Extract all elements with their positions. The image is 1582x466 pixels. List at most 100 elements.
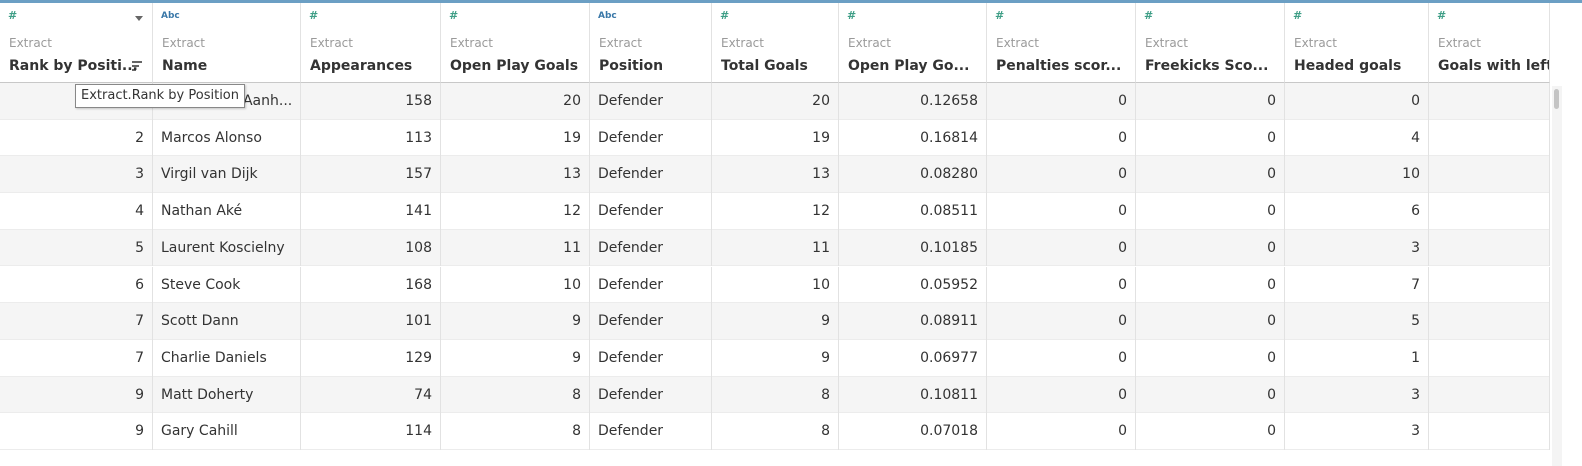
column-header[interactable]: Abc Extract Name	[153, 3, 301, 83]
header-icons[interactable]	[0, 3, 153, 83]
data-source: Extract	[599, 36, 642, 50]
table-cell: 0.08280	[839, 156, 987, 194]
table-cell: 20	[712, 83, 839, 120]
table-cell: 108	[301, 229, 441, 267]
column-header[interactable]: # Extract Open Play Goals	[441, 3, 590, 83]
table-cell: 9	[441, 303, 590, 340]
table-cell: 8	[441, 376, 590, 414]
table-cell: 0	[1136, 119, 1285, 157]
table-row	[0, 339, 1550, 377]
table-cell: 74	[301, 376, 441, 414]
table-cell: Matt Doherty	[153, 376, 301, 414]
table-cell: 0.16814	[839, 119, 987, 157]
column-header[interactable]: # Extract Goals with left...	[1429, 3, 1550, 83]
column-name: Open Play Go...	[848, 58, 970, 74]
table-cell: 2	[0, 119, 153, 157]
table-cell: 3	[1285, 413, 1429, 450]
table-cell: 0.08511	[839, 193, 987, 230]
table-cell: 0	[987, 376, 1136, 414]
type-icon: #	[449, 9, 459, 22]
table-cell: Defender	[590, 119, 712, 157]
table-cell: 5	[1285, 303, 1429, 340]
table-cell	[1429, 156, 1550, 194]
scrollbar[interactable]	[1552, 86, 1562, 466]
column-header[interactable]: Abc Extract Position	[590, 3, 712, 83]
type-icon: #	[1144, 9, 1154, 22]
table-cell: Defender	[590, 266, 712, 304]
column-header[interactable]: # Extract Appearances	[301, 3, 441, 83]
table-cell: 13	[712, 156, 839, 194]
table-cell: 19	[712, 119, 839, 157]
column-name: Headed goals	[1294, 58, 1402, 74]
table-cell: 0	[987, 229, 1136, 267]
table-cell: 0.10811	[839, 376, 987, 414]
table-cell: 101	[301, 303, 441, 340]
table-cell: 13	[441, 156, 590, 194]
table-cell: Gary Cahill	[153, 413, 301, 450]
column-name: Appearances	[310, 58, 413, 74]
table-cell: 0.05952	[839, 266, 987, 304]
table-cell: 0	[987, 193, 1136, 230]
column-header[interactable]: # Extract Rank by Positi...	[0, 3, 153, 83]
table-row	[0, 119, 1550, 157]
data-source: Extract	[450, 36, 493, 50]
table-row	[0, 303, 1550, 340]
scroll-thumb[interactable]	[1554, 89, 1559, 109]
table-cell: 114	[301, 413, 441, 450]
table-cell: 0	[1136, 303, 1285, 340]
column-header[interactable]: # Extract Total Goals	[712, 3, 839, 83]
table-cell: 0	[987, 83, 1136, 120]
type-icon: #	[1437, 9, 1447, 22]
table-cell: 11	[712, 229, 839, 267]
table-row	[0, 83, 1550, 120]
data-source: Extract	[162, 36, 205, 50]
table-cell: 10	[441, 266, 590, 304]
table-cell: 3	[0, 156, 153, 194]
sort-icon[interactable]	[132, 61, 142, 71]
table-cell: 7	[0, 339, 153, 377]
table-cell: 5	[0, 229, 153, 267]
table-cell: 10	[1285, 156, 1429, 194]
table-cell: Defender	[590, 229, 712, 267]
column-header[interactable]: # Extract Penalties scor...	[987, 3, 1136, 83]
table-cell: 0	[987, 156, 1136, 194]
table-cell: Scott Dann	[153, 303, 301, 340]
table-cell: Defender	[590, 193, 712, 230]
table-cell: Defender	[590, 303, 712, 340]
table-cell	[1429, 339, 1550, 377]
table-cell: 0	[1285, 83, 1429, 120]
table-cell: 0	[987, 339, 1136, 377]
table-cell: 0	[1136, 229, 1285, 267]
table-cell: 9	[441, 339, 590, 377]
data-source: Extract	[310, 36, 353, 50]
table-cell: 12	[712, 193, 839, 230]
table-cell: 6	[1285, 193, 1429, 230]
data-source: Extract	[9, 36, 52, 50]
table-cell: 141	[301, 193, 441, 230]
dropdown-arrow[interactable]	[135, 16, 143, 21]
table-cell: 9	[0, 413, 153, 450]
column-header[interactable]: # Extract Open Play Go...	[839, 3, 987, 83]
table-cell: 129	[301, 339, 441, 377]
table-cell	[1429, 413, 1550, 450]
table-cell: 7	[1285, 266, 1429, 304]
table-cell: Steve Cook	[153, 266, 301, 304]
table-cell: 8	[441, 413, 590, 450]
table-cell: 8	[712, 413, 839, 450]
table-cell: 0	[987, 303, 1136, 340]
table-cell: Defender	[590, 376, 712, 414]
column-header[interactable]: # Extract Freekicks Sco...	[1136, 3, 1285, 83]
table-row	[0, 229, 1550, 267]
table-cell: 6	[0, 266, 153, 304]
type-icon: #	[720, 9, 730, 22]
table-cell: 0	[1136, 376, 1285, 414]
table-row	[0, 156, 1550, 194]
table-cell: Defender	[590, 156, 712, 194]
type-icon: #	[847, 9, 857, 22]
table-cell: 4	[0, 193, 153, 230]
column-name: Penalties scor...	[996, 58, 1122, 74]
table-cell: Charlie Daniels	[153, 339, 301, 377]
column-name: Total Goals	[721, 58, 808, 74]
column-header[interactable]: # Extract Headed goals	[1285, 3, 1429, 83]
